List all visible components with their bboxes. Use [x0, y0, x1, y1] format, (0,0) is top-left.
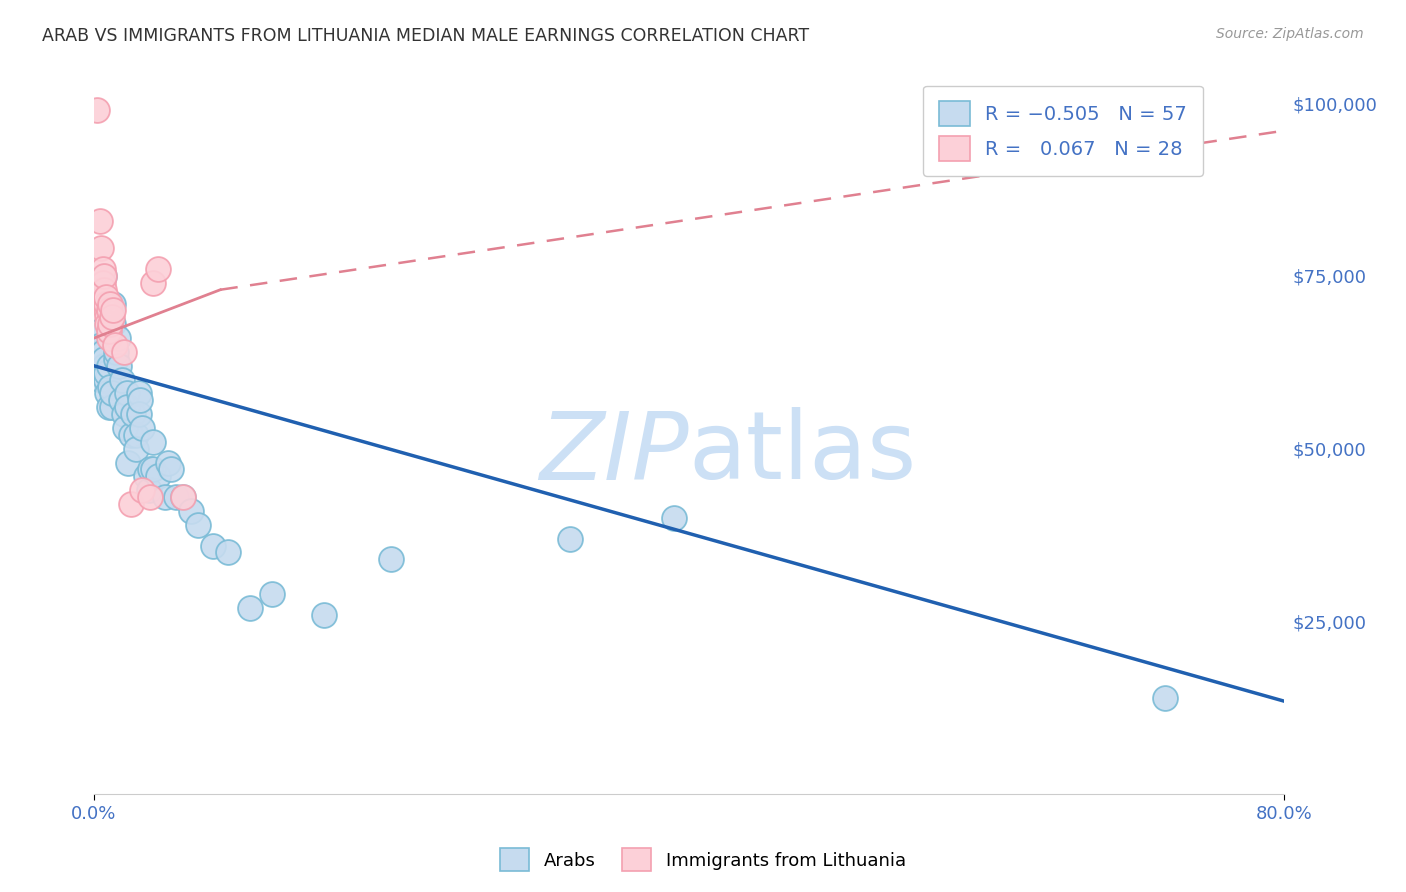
- Point: [128, 386, 150, 401]
- Point: [107, 331, 129, 345]
- Point: [124, 442, 146, 456]
- Point: [90, 338, 112, 352]
- Point: [239, 600, 262, 615]
- Point: [93, 268, 115, 283]
- Point: [114, 421, 136, 435]
- Point: [90, 373, 112, 387]
- Point: [97, 401, 120, 415]
- Text: ARAB VS IMMIGRANTS FROM LITHUANIA MEDIAN MALE EARNINGS CORRELATION CHART: ARAB VS IMMIGRANTS FROM LITHUANIA MEDIAN…: [42, 27, 810, 45]
- Point: [93, 268, 115, 283]
- Point: [86, 103, 108, 117]
- Point: [90, 241, 112, 255]
- Point: [112, 345, 135, 359]
- Point: [100, 310, 122, 325]
- Point: [128, 407, 150, 421]
- Point: [94, 373, 117, 387]
- Point: [117, 456, 139, 470]
- Point: [131, 483, 153, 498]
- Point: [314, 607, 336, 622]
- Point: [91, 262, 114, 277]
- Point: [115, 401, 138, 415]
- Point: [558, 532, 581, 546]
- Point: [180, 504, 202, 518]
- Point: [124, 428, 146, 442]
- Point: [115, 386, 138, 401]
- Point: [262, 587, 284, 601]
- Point: [135, 469, 157, 483]
- Point: [100, 386, 122, 401]
- Point: [105, 351, 128, 366]
- Point: [98, 296, 121, 310]
- Text: ZIP: ZIP: [540, 408, 689, 499]
- Point: [131, 421, 153, 435]
- Point: [93, 351, 115, 366]
- Point: [97, 324, 120, 338]
- Point: [146, 262, 169, 277]
- Point: [98, 379, 121, 393]
- Point: [103, 296, 125, 310]
- Point: [160, 462, 183, 476]
- Text: atlas: atlas: [689, 408, 917, 500]
- Legend: Arabs, Immigrants from Lithuania: Arabs, Immigrants from Lithuania: [494, 841, 912, 879]
- Point: [89, 324, 111, 338]
- Point: [187, 517, 209, 532]
- Point: [103, 318, 125, 332]
- Point: [94, 366, 117, 380]
- Point: [172, 490, 194, 504]
- Point: [111, 373, 134, 387]
- Point: [142, 434, 165, 449]
- Point: [165, 490, 187, 504]
- Legend: R = −0.505   N = 57, R =   0.067   N = 28: R = −0.505 N = 57, R = 0.067 N = 28: [924, 86, 1202, 177]
- Point: [98, 318, 121, 332]
- Point: [217, 545, 239, 559]
- Point: [104, 338, 127, 352]
- Point: [120, 497, 142, 511]
- Point: [100, 401, 122, 415]
- Point: [120, 428, 142, 442]
- Point: [97, 303, 120, 318]
- Point: [103, 303, 125, 318]
- Point: [93, 290, 115, 304]
- Point: [662, 511, 685, 525]
- Point: [138, 483, 160, 498]
- Point: [96, 318, 118, 332]
- Point: [93, 283, 115, 297]
- Point: [112, 407, 135, 421]
- Point: [97, 359, 120, 373]
- Point: [129, 393, 152, 408]
- Point: [94, 290, 117, 304]
- Point: [155, 490, 177, 504]
- Point: [97, 331, 120, 345]
- Point: [93, 359, 115, 373]
- Point: [146, 469, 169, 483]
- Point: [121, 407, 143, 421]
- Point: [91, 276, 114, 290]
- Point: [157, 456, 180, 470]
- Point: [89, 213, 111, 227]
- Point: [139, 490, 162, 504]
- Point: [91, 345, 114, 359]
- Point: [201, 539, 224, 553]
- Point: [110, 393, 132, 408]
- Point: [139, 462, 162, 476]
- Point: [142, 462, 165, 476]
- Point: [380, 552, 402, 566]
- Text: Source: ZipAtlas.com: Source: ZipAtlas.com: [1216, 27, 1364, 41]
- Point: [172, 490, 194, 504]
- Point: [142, 276, 165, 290]
- Point: [94, 296, 117, 310]
- Point: [96, 386, 118, 401]
- Point: [96, 310, 118, 325]
- Point: [1153, 690, 1175, 705]
- Point: [94, 303, 117, 318]
- Point: [105, 345, 128, 359]
- Point: [108, 359, 131, 373]
